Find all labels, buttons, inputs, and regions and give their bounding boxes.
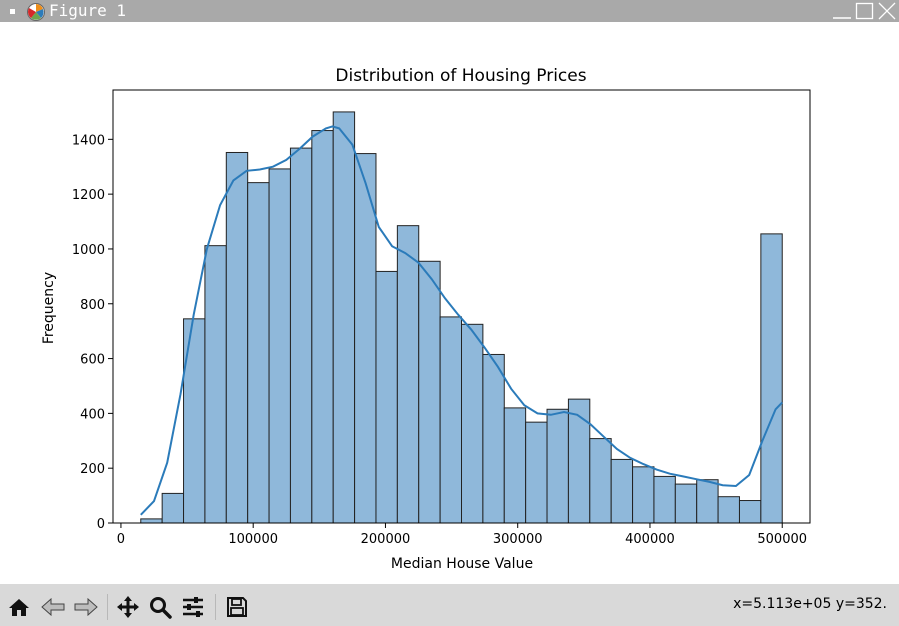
histogram-bar xyxy=(717,496,740,524)
histogram-bar xyxy=(204,245,227,524)
y-axis-label: Frequency xyxy=(41,272,57,344)
histogram-bar xyxy=(332,111,356,524)
histogram-bar xyxy=(289,147,313,524)
x-axis-label: Median House Value xyxy=(391,556,533,572)
close-icon[interactable] xyxy=(877,2,897,20)
histogram-bar xyxy=(161,492,185,524)
x-tick-label: 400000 xyxy=(625,532,675,547)
y-tick-label: 200 xyxy=(80,462,105,477)
y-tick-label: 1200 xyxy=(72,188,105,203)
window-titlebar: Figure 1 xyxy=(0,0,899,22)
x-tick-label: 200000 xyxy=(361,532,411,547)
histogram-bar xyxy=(375,270,398,524)
histogram-bar xyxy=(225,151,249,524)
histogram-bar xyxy=(140,518,163,524)
histogram-bar xyxy=(696,479,719,524)
histogram-bar xyxy=(311,130,334,524)
histogram-bar xyxy=(268,168,291,524)
navigation-toolbar: x=5.113e+05 y=352. xyxy=(0,584,899,626)
histogram-chart: Distribution of Housing Prices Median Ho… xyxy=(41,66,811,572)
toolbar-separator xyxy=(215,594,216,620)
save-icon[interactable] xyxy=(224,594,250,620)
chart-title: Distribution of Housing Prices xyxy=(335,66,586,86)
histogram-bar xyxy=(589,438,612,524)
minimize-icon[interactable] xyxy=(832,2,852,20)
histogram-bar xyxy=(482,353,505,524)
histogram-bar xyxy=(503,407,527,524)
y-tick-label: 1000 xyxy=(72,243,105,258)
histogram-bar xyxy=(653,475,676,524)
toolbar-separator xyxy=(107,594,108,620)
histogram-bar xyxy=(567,398,591,524)
histogram-bar xyxy=(546,408,569,524)
forward-icon[interactable] xyxy=(73,594,99,620)
y-tick-label: 600 xyxy=(80,353,105,368)
x-tick-label: 300000 xyxy=(493,532,543,547)
histogram-bar xyxy=(439,316,463,524)
kde-line xyxy=(140,125,783,516)
y-axis-ticks: 0 200 400 600 800 1000 1200 1400 xyxy=(72,133,113,532)
x-tick-label: 0 xyxy=(117,532,125,547)
histogram-bar xyxy=(396,225,420,524)
y-tick-label: 800 xyxy=(80,298,105,313)
window-menu-bullet[interactable] xyxy=(10,9,15,14)
maximize-icon[interactable] xyxy=(855,2,875,20)
x-tick-label: 500000 xyxy=(757,532,807,547)
y-tick-label: 1400 xyxy=(72,133,105,148)
axes-frame xyxy=(112,89,811,524)
home-icon[interactable] xyxy=(6,594,32,620)
cursor-coordinates: x=5.113e+05 y=352. xyxy=(733,596,887,612)
histogram-bar xyxy=(610,458,634,524)
histogram-bar xyxy=(247,182,270,524)
figure-canvas[interactable]: Distribution of Housing Prices Median Ho… xyxy=(0,22,899,584)
histogram-bars xyxy=(140,111,783,524)
x-tick-label: 100000 xyxy=(228,532,278,547)
back-icon[interactable] xyxy=(40,594,66,620)
matplotlib-logo-icon xyxy=(26,2,46,22)
y-tick-label: 0 xyxy=(97,517,105,532)
histogram-bar xyxy=(760,233,783,524)
histogram-bar xyxy=(461,323,484,524)
histogram-bar xyxy=(183,318,206,524)
histogram-bar xyxy=(525,421,548,524)
window-title: Figure 1 xyxy=(49,1,127,20)
histogram-bar xyxy=(738,500,762,524)
pan-icon[interactable] xyxy=(115,594,141,620)
histogram-bar xyxy=(418,260,441,524)
histogram-bar xyxy=(632,466,655,524)
x-axis-ticks: 0 100000 200000 300000 400000 500000 xyxy=(117,523,807,547)
configure-subplots-icon[interactable] xyxy=(180,594,206,620)
y-tick-label: 400 xyxy=(80,407,105,422)
histogram-bar xyxy=(674,483,698,524)
zoom-icon[interactable] xyxy=(147,594,173,620)
